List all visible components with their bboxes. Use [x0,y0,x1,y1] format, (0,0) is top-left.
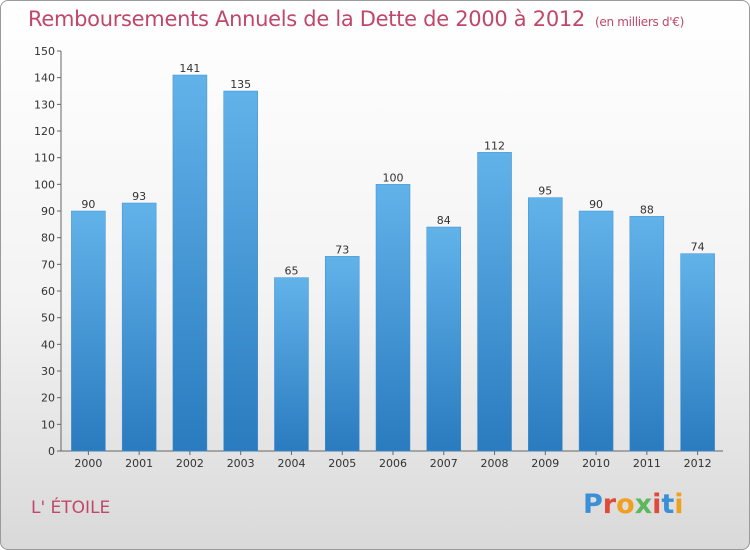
y-tick-label: 140 [34,72,55,85]
x-tick-label: 2004 [277,457,305,470]
x-tick-label: 2001 [125,457,153,470]
bar-2005 [324,256,360,452]
y-tick-label: 50 [41,312,55,325]
bar-2000 [71,210,106,452]
logo-letter: P [583,489,603,520]
y-tick-label: 110 [34,152,55,165]
bar-value-label: 100 [383,171,404,184]
x-tick-label: 2002 [176,457,204,470]
bar-2003 [223,90,258,452]
bar-2010 [578,210,614,452]
bar-value-label: 95 [538,185,552,198]
x-tick-label: 2011 [633,457,661,470]
x-tick-label: 2000 [74,457,102,470]
bar-value-label: 112 [484,139,505,152]
bar-value-label: 93 [132,190,146,203]
logo-letter: i [652,489,662,520]
x-tick-label: 2009 [531,457,559,470]
y-tick-label: 20 [41,392,55,405]
bar-value-label: 90 [589,198,603,211]
x-tick-label: 2012 [684,457,712,470]
bar-2009 [528,197,563,452]
y-tick-label: 130 [34,98,55,111]
y-tick-label: 0 [48,445,55,458]
y-tick-label: 80 [41,232,55,245]
bars: 90 93 141 135 65 73 100 84 112 95 90 88 74 [71,62,715,452]
bar-2001 [121,202,157,452]
x-tick-label: 2010 [582,457,610,470]
bar-value-label: 135 [230,78,251,91]
y-tick-label: 100 [34,178,55,191]
y-tick-label: 150 [34,45,55,58]
logo-letter: r [602,489,617,520]
bar-value-label: 84 [437,214,451,227]
bar-value-label: 88 [640,203,654,216]
x-tick-label: 2005 [328,457,356,470]
bar-value-label: 73 [335,243,349,256]
logo-letter: i [674,489,684,520]
bar-value-label: 141 [179,62,200,75]
y-tick-label: 70 [41,258,55,271]
y-tick-label: 10 [41,418,55,431]
bar-2011 [629,216,665,452]
y-tick-label: 40 [41,338,55,351]
proxiti-logo: Proxiti [583,489,684,520]
bar-value-label: 65 [284,265,298,278]
x-tick-label: 2003 [227,457,255,470]
bar-2012 [680,253,715,452]
y-axis: 0 10 20 30 40 50 60 70 80 90 100 110 120 130 140 150 [34,45,62,458]
logo-letter: t [661,489,675,520]
bar-2006 [375,184,411,452]
y-tick-label: 60 [41,285,55,298]
bar-2004 [274,277,309,452]
y-tick-label: 120 [34,125,55,138]
x-tick-label: 2008 [481,457,509,470]
bar-value-label: 74 [691,241,705,254]
logo-letter: x [634,489,653,520]
x-axis: 2000 2001 2002 2003 2004 2005 2006 2007 2008 2009… [61,450,723,470]
chart-subtitle: (en milliers d'€) [595,15,685,29]
commune-name: L' ÉTOILE [31,498,111,518]
chart-title-text: Remboursements Annuels de la Dette de 20… [28,7,585,31]
logo-letter: o [616,489,635,520]
bar-2008 [477,152,512,452]
bar-2002 [172,74,208,452]
bar-2007 [426,226,462,452]
y-tick-label: 90 [41,205,55,218]
chart-title: Remboursements Annuels de la Dette de 20… [28,7,684,31]
x-tick-label: 2007 [430,457,458,470]
y-tick-label: 30 [41,365,55,378]
x-tick-label: 2006 [379,457,407,470]
bar-value-label: 90 [81,198,95,211]
